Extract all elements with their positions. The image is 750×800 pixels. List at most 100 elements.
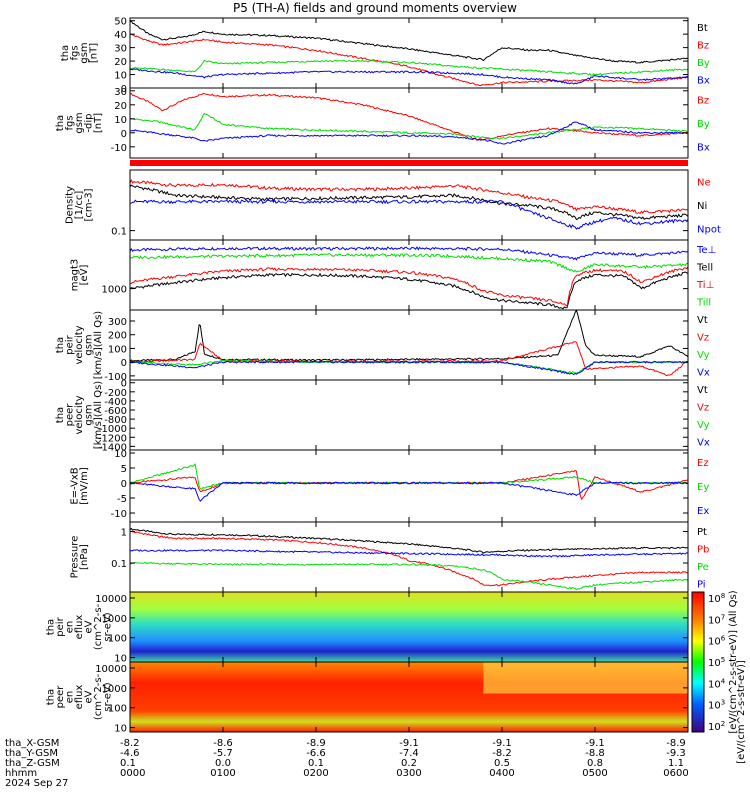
- legend-p8-Pi: Pi: [697, 579, 706, 590]
- legend-p1-Bz: Bz: [697, 40, 709, 51]
- colorbar-tick-label: 108: [708, 592, 725, 605]
- legend-p2-Bx: Bx: [697, 142, 710, 153]
- ytick-label: 30: [114, 87, 127, 98]
- ylabel-p8: Pressure: [69, 536, 80, 579]
- ylabel-p3: [1/cc]: [74, 191, 85, 220]
- frame-p2: [129, 87, 689, 159]
- xaxis-value: -9.1: [492, 738, 512, 749]
- frame-p4: [129, 239, 689, 311]
- legend-p5-Vx: Vx: [697, 367, 710, 378]
- ylabel-p10: sr-eV): [103, 682, 114, 711]
- legend-p3-Ni: Ni: [697, 201, 707, 212]
- xaxis-value: 0.2: [401, 758, 417, 769]
- xaxis-row-label: tha_Z-GSM: [5, 758, 60, 769]
- ylabel-p4: magt3: [69, 259, 80, 292]
- ylabel-p6: [km/s](All Qs): [93, 381, 104, 449]
- ylabel-p9: tha: [46, 619, 57, 635]
- xaxis-value: 0400: [489, 768, 514, 779]
- ylabel-p5: velocity: [74, 325, 85, 364]
- xaxis-row-label: tha_X-GSM: [5, 738, 59, 749]
- ylabel-p9: peir: [55, 616, 66, 636]
- xaxis-value: -8.6: [213, 738, 233, 749]
- ylabel-p2: [nT]: [93, 113, 104, 133]
- xaxis-value: 0600: [663, 768, 688, 779]
- ylabel-p6: peer: [65, 403, 76, 427]
- series-p1-By: [130, 59, 689, 76]
- ytick-label: 10000: [95, 594, 127, 605]
- series-p1-Bz: [129, 33, 689, 87]
- series-p5-Vz: [129, 341, 689, 377]
- frame-p7: [129, 449, 689, 523]
- colorbar-tick-label: 107: [708, 613, 725, 626]
- ytick-label: 0: [121, 84, 127, 95]
- series-p7-Ey: [129, 463, 689, 490]
- panel-p10: 10 100 1000 10000 thapeerenefluxeV(cm^2-s-sr…: [46, 661, 689, 735]
- legend-p5-Vt: Vt: [697, 315, 708, 326]
- legend-p3-Ne: Ne: [697, 178, 711, 189]
- series-p4-Till: [129, 253, 689, 273]
- xaxis-value: 0.1: [308, 758, 324, 769]
- legend-p8-Pe: Pe: [697, 562, 709, 573]
- ytick-label: 100: [108, 704, 127, 715]
- xaxis-value: 0.8: [587, 758, 603, 769]
- legend-p7-Ex: Ex: [697, 506, 709, 517]
- ytick-label: 0: [121, 129, 127, 140]
- ytick-label: -1200: [98, 433, 127, 444]
- series-p4-Tell: [129, 271, 689, 310]
- ylabel-p3: [cm-3]: [84, 188, 95, 221]
- xaxis-value: 1.1: [668, 758, 684, 769]
- mode-bar: [130, 160, 688, 166]
- ytick-label: -1400: [98, 442, 127, 453]
- legend-p4-Till: Till: [696, 297, 711, 308]
- series-p2-Bx: [129, 121, 689, 145]
- ylabel-p10: tha: [46, 689, 57, 705]
- ytick-label: 0: [121, 379, 127, 390]
- ylabel-p9: sr-eV): [103, 612, 114, 641]
- xaxis-value: 0300: [396, 768, 421, 779]
- ylabel-p2: tha: [55, 115, 66, 131]
- ylabel-p2: -dip: [84, 113, 95, 132]
- ytick-label: -100: [104, 372, 127, 383]
- ytick-label: 10: [114, 115, 127, 126]
- xaxis-row-label: hhmm: [5, 768, 37, 779]
- ytick-label: 200: [108, 331, 127, 342]
- xaxis-value: -9.1: [585, 738, 605, 749]
- legend-p8-Pb: Pb: [697, 544, 709, 555]
- xaxis-value: -8.9: [666, 738, 686, 749]
- colorbar-tick-label: 106: [708, 635, 726, 648]
- xaxis-value: 0.1: [120, 758, 136, 769]
- ytick-label: 50: [114, 17, 127, 28]
- legend-p6-Vz: Vz: [697, 402, 709, 413]
- ylabel-p6: gsm: [84, 404, 95, 425]
- xaxis-value: -9.1: [399, 738, 419, 749]
- ylabel-p10: peer: [55, 685, 66, 709]
- ylabel-p2: fgs: [65, 115, 76, 130]
- ylabel-p9: en: [65, 621, 76, 634]
- colorbar-tick-label: 102: [708, 720, 725, 733]
- ytick-label: 20: [114, 57, 127, 68]
- heatmap-p9: [130, 592, 688, 662]
- frame-p3: [129, 169, 689, 241]
- ylabel-p9: (cm^2-s-: [93, 603, 104, 650]
- legend-p8-Pt: Pt: [697, 527, 707, 538]
- ylabel-p5: tha: [55, 337, 66, 353]
- ylabel-p9: eflux: [74, 615, 85, 640]
- series-p3-Ni: [129, 184, 689, 221]
- series-p3-Npot: [129, 199, 689, 230]
- panel-p8: 0.1 1 Pressure[nPa] Pt Pb Pe Pi: [69, 521, 709, 593]
- ylabel-p4: [eV]: [79, 265, 90, 286]
- xaxis-value: 0.0: [215, 758, 231, 769]
- legend-p7-Ez: Ez: [697, 458, 709, 469]
- ylabel-p9: eV: [84, 620, 95, 633]
- ytick-label: -200: [104, 388, 127, 399]
- xaxis-labels: tha_X-GSM -8.2 -8.6 -8.9 -9.1 -9.1 -9.1 -8.9 tha…: [5, 738, 689, 789]
- series-p5-Vx: [129, 360, 689, 376]
- ytick-label: 1000: [102, 285, 127, 296]
- ylabel-p7: [mV/m]: [79, 467, 90, 505]
- xaxis-value: -4.6: [120, 748, 140, 759]
- series-p3-Ne: [129, 179, 689, 215]
- ylabel-p6: velocity: [74, 395, 85, 434]
- ylabel-p6: tha: [55, 407, 66, 423]
